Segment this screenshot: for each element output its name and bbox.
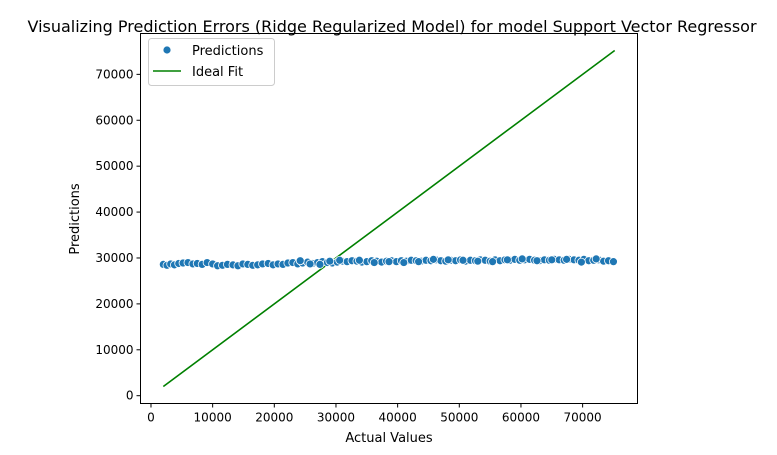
- prediction-point: [315, 260, 325, 269]
- y-tick-label: 50000: [95, 159, 133, 173]
- y-tick-label: 20000: [95, 297, 133, 311]
- prediction-point: [517, 254, 527, 264]
- prediction-point: [305, 259, 315, 269]
- prediction-point: [532, 256, 542, 266]
- y-tick-label: 70000: [95, 67, 133, 81]
- prediction-point: [502, 255, 512, 265]
- legend-predictions-label: Predictions: [192, 44, 264, 59]
- prediction-point: [369, 258, 379, 267]
- plot-area-frame: [140, 33, 638, 404]
- prediction-point: [488, 257, 497, 267]
- prediction-points-group: [158, 254, 618, 271]
- prediction-point: [335, 255, 345, 265]
- x-tick-label: 60000: [502, 411, 540, 425]
- prediction-point: [295, 256, 305, 266]
- ideal-fit-line: [162, 49, 616, 388]
- x-axis: 0 10000 20000 30000 40000 50000 60000 70000: [147, 403, 602, 425]
- y-axis: 0 10000 20000 30000 40000 50000 60000 70000: [95, 67, 141, 403]
- prediction-point: [591, 254, 601, 264]
- x-axis-label: Actual Values: [345, 431, 433, 446]
- legend-predictions-marker: [162, 45, 172, 55]
- prediction-point: [609, 257, 618, 267]
- prediction-point: [443, 255, 453, 265]
- prediction-point: [547, 255, 557, 265]
- chart-title: Visualizing Prediction Errors (Ridge Reg…: [27, 17, 756, 36]
- x-tick-label: 10000: [194, 411, 232, 425]
- prediction-point: [399, 258, 409, 267]
- prediction-point: [562, 254, 571, 264]
- legend-ideal-fit-label: Ideal Fit: [192, 65, 243, 80]
- y-tick-label: 40000: [95, 205, 133, 219]
- x-tick-label: 70000: [564, 411, 602, 425]
- prediction-point: [428, 254, 438, 264]
- y-tick-label: 0: [126, 389, 134, 403]
- y-axis-label: Predictions: [68, 183, 83, 255]
- y-tick-label: 60000: [95, 113, 133, 127]
- ideal-fit-line-group: [162, 49, 616, 388]
- y-tick-label: 30000: [95, 251, 133, 265]
- prediction-point: [473, 256, 483, 266]
- x-tick-label: 40000: [379, 411, 417, 425]
- x-tick-label: 20000: [255, 411, 293, 425]
- prediction-point: [384, 257, 394, 267]
- x-tick-label: 30000: [317, 411, 355, 425]
- x-tick-label: 0: [147, 411, 155, 425]
- legend-box: [148, 38, 275, 86]
- prediction-point: [414, 257, 424, 267]
- x-tick-label: 50000: [440, 411, 478, 425]
- prediction-point: [458, 255, 468, 265]
- prediction-point: [576, 257, 586, 267]
- y-tick-label: 10000: [95, 343, 133, 357]
- legend: Predictions Ideal Fit: [148, 38, 275, 86]
- prediction-point: [354, 255, 364, 265]
- prediction-point: [325, 256, 335, 266]
